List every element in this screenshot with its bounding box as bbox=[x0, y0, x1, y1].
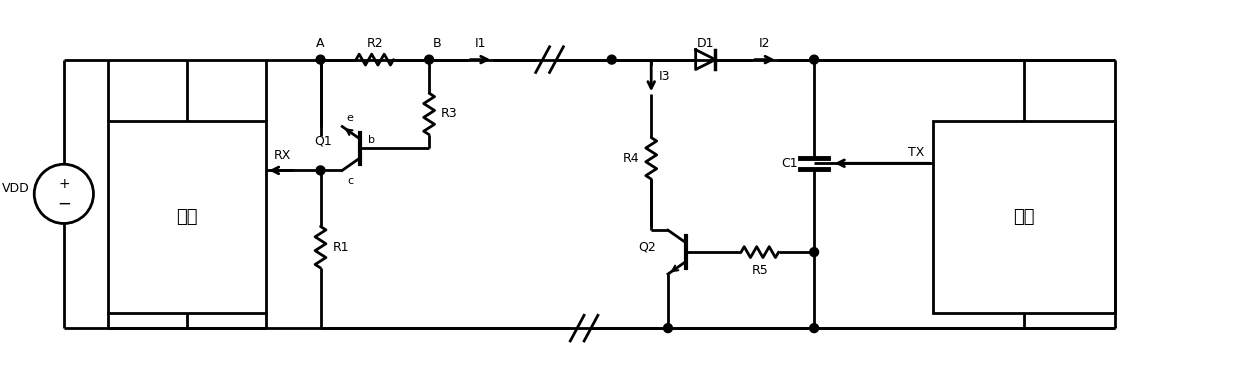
Text: Q1: Q1 bbox=[315, 134, 332, 147]
Circle shape bbox=[810, 55, 818, 64]
Text: c: c bbox=[347, 176, 353, 186]
Text: C1: C1 bbox=[781, 157, 799, 170]
Circle shape bbox=[810, 324, 818, 333]
Text: 主机: 主机 bbox=[1013, 208, 1034, 226]
Text: R4: R4 bbox=[622, 152, 640, 165]
Circle shape bbox=[316, 55, 325, 64]
Text: 从机: 从机 bbox=[176, 208, 198, 226]
Bar bbox=[108, 121, 267, 313]
Text: R2: R2 bbox=[367, 37, 383, 50]
Circle shape bbox=[424, 55, 434, 64]
Text: RX: RX bbox=[274, 149, 291, 162]
Text: I2: I2 bbox=[759, 37, 770, 50]
Text: VDD: VDD bbox=[1, 183, 30, 195]
Circle shape bbox=[663, 324, 672, 333]
Text: e: e bbox=[347, 113, 353, 123]
Text: R3: R3 bbox=[441, 107, 458, 120]
Text: −: − bbox=[57, 195, 71, 213]
Text: R1: R1 bbox=[332, 241, 348, 254]
Text: Q2: Q2 bbox=[639, 241, 656, 254]
Text: I1: I1 bbox=[475, 37, 486, 50]
Bar bbox=[932, 121, 1115, 313]
Circle shape bbox=[316, 166, 325, 175]
Circle shape bbox=[810, 248, 818, 256]
Circle shape bbox=[608, 55, 616, 64]
Text: b: b bbox=[368, 135, 374, 145]
Text: B: B bbox=[433, 37, 441, 50]
Text: R5: R5 bbox=[751, 264, 769, 277]
Text: A: A bbox=[316, 37, 325, 50]
Text: I3: I3 bbox=[660, 70, 671, 84]
Text: +: + bbox=[58, 177, 69, 191]
Text: TX: TX bbox=[909, 146, 925, 159]
Text: D1: D1 bbox=[697, 37, 714, 50]
